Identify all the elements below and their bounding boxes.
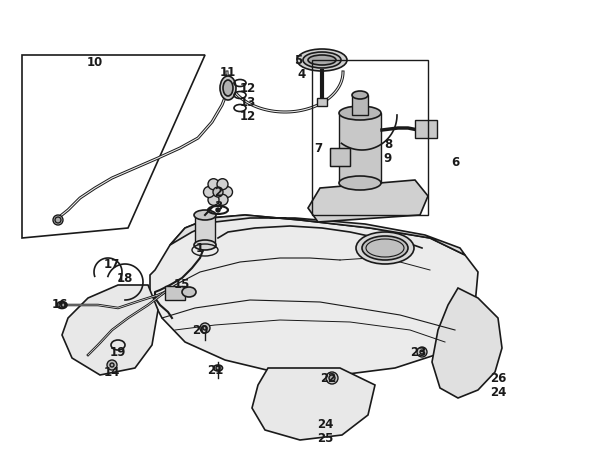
Ellipse shape	[220, 76, 236, 100]
Circle shape	[200, 323, 210, 333]
Circle shape	[420, 350, 424, 354]
Bar	[330, 148, 350, 166]
Polygon shape	[432, 288, 502, 398]
Bar	[352, 95, 368, 115]
Text: 17: 17	[104, 258, 120, 272]
Text: 12: 12	[240, 82, 256, 95]
Text: 23: 23	[410, 345, 426, 359]
Circle shape	[208, 194, 219, 205]
Ellipse shape	[362, 236, 408, 260]
Text: 16: 16	[52, 298, 68, 312]
Text: 21: 21	[207, 363, 223, 377]
Bar	[195, 215, 215, 247]
Ellipse shape	[223, 80, 233, 96]
Text: 12: 12	[240, 110, 256, 123]
Circle shape	[222, 187, 233, 198]
Polygon shape	[22, 55, 205, 238]
Circle shape	[55, 217, 61, 223]
Polygon shape	[170, 215, 465, 255]
Ellipse shape	[303, 52, 341, 68]
Circle shape	[216, 208, 220, 212]
Text: 9: 9	[384, 152, 392, 164]
Circle shape	[216, 366, 220, 370]
Ellipse shape	[194, 240, 216, 250]
Text: 11: 11	[220, 66, 236, 78]
Text: 2: 2	[214, 187, 222, 200]
Text: 1: 1	[196, 241, 204, 255]
Text: 10: 10	[87, 56, 103, 68]
Text: 5: 5	[294, 54, 302, 67]
Text: 26: 26	[490, 371, 506, 384]
Ellipse shape	[182, 287, 196, 297]
Circle shape	[203, 326, 207, 330]
Circle shape	[217, 179, 228, 190]
Text: 7: 7	[314, 142, 322, 154]
Circle shape	[329, 375, 335, 381]
Bar	[165, 286, 185, 300]
Circle shape	[217, 194, 228, 205]
Ellipse shape	[57, 302, 67, 308]
Text: 22: 22	[320, 371, 336, 384]
Text: 24: 24	[317, 418, 333, 431]
Text: 14: 14	[104, 365, 120, 379]
Ellipse shape	[339, 106, 381, 120]
Bar	[330, 148, 350, 166]
Bar	[415, 120, 437, 138]
Circle shape	[204, 187, 214, 198]
Circle shape	[107, 360, 117, 370]
Ellipse shape	[339, 176, 381, 190]
Circle shape	[208, 179, 219, 190]
Circle shape	[110, 363, 114, 367]
Text: 20: 20	[192, 323, 208, 336]
Text: 13: 13	[240, 95, 256, 108]
Polygon shape	[150, 215, 478, 375]
Text: 8: 8	[384, 139, 392, 152]
Ellipse shape	[356, 232, 414, 264]
Circle shape	[53, 215, 63, 225]
Text: 19: 19	[110, 345, 126, 359]
Ellipse shape	[352, 91, 368, 99]
Circle shape	[59, 302, 65, 308]
Polygon shape	[252, 368, 375, 440]
Text: 18: 18	[117, 272, 133, 285]
Text: 4: 4	[298, 68, 306, 82]
Text: 6: 6	[451, 155, 459, 169]
Polygon shape	[308, 180, 428, 222]
Text: 3: 3	[214, 200, 222, 213]
Polygon shape	[62, 285, 158, 375]
Text: 15: 15	[174, 278, 190, 292]
Bar	[339, 113, 381, 183]
Ellipse shape	[194, 210, 216, 220]
Circle shape	[417, 347, 427, 357]
Ellipse shape	[297, 49, 347, 71]
Text: 25: 25	[317, 431, 333, 445]
Text: 24: 24	[490, 386, 506, 399]
Circle shape	[326, 372, 338, 384]
Ellipse shape	[308, 55, 336, 65]
Bar	[317, 98, 327, 106]
Circle shape	[213, 187, 223, 197]
Ellipse shape	[214, 365, 223, 371]
